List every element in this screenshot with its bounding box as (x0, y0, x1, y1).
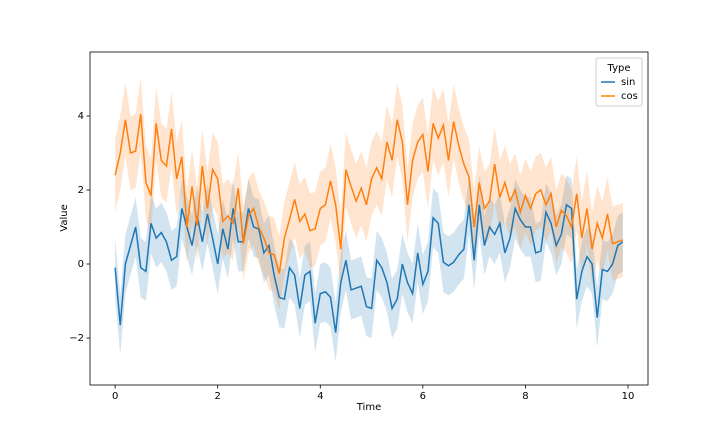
plot-frame (89, 51, 649, 386)
legend-title: Type (607, 63, 631, 74)
y-tick-label: 0 (78, 259, 84, 270)
x-tick-label: 8 (522, 391, 528, 402)
x-tick-label: 6 (420, 391, 426, 402)
legend-label: cos (621, 91, 638, 102)
y-tick-label: 2 (78, 185, 84, 196)
x-tick-label: 0 (112, 391, 118, 402)
x-axis-label: Time (356, 402, 381, 413)
series-line (114, 114, 624, 274)
legend-box (595, 57, 643, 107)
x-tick-label: 4 (317, 391, 323, 402)
legend-label: sin (621, 77, 635, 88)
y-tick-label: 4 (78, 111, 84, 122)
x-tick-label: 2 (215, 391, 221, 402)
y-tick-label: −2 (69, 333, 84, 344)
series-line (114, 203, 624, 333)
x-tick-label: 10 (622, 391, 635, 402)
y-axis-label: Value (59, 204, 70, 231)
